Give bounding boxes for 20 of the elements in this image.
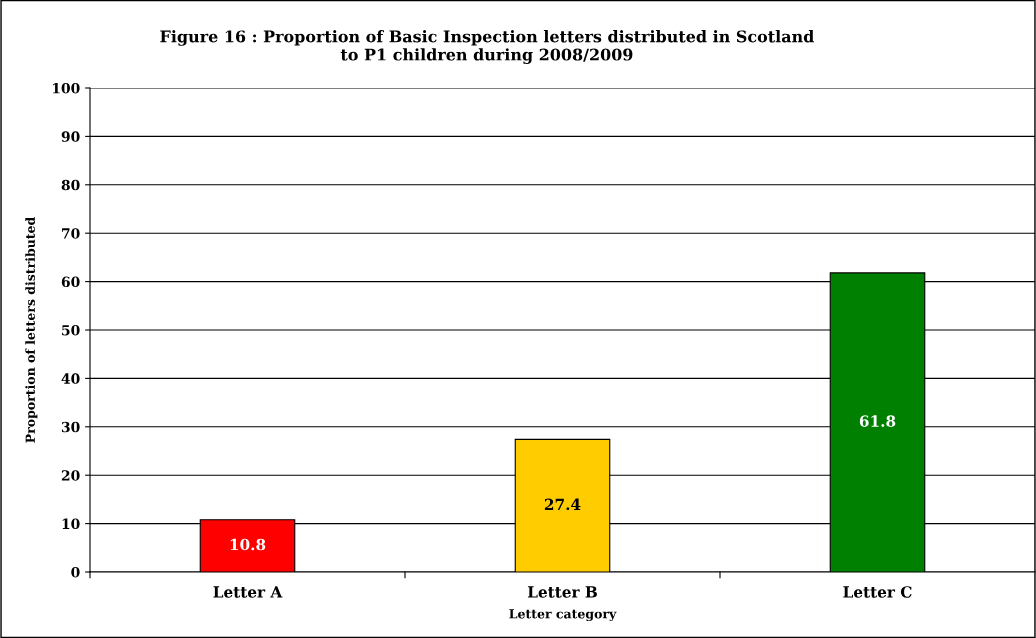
x-tick-label: Letter B [527, 586, 597, 598]
y-tick-label: 10 [62, 518, 80, 530]
y-tick-label: 100 [52, 82, 80, 94]
y-tick-label: 90 [61, 131, 80, 142]
y-tick-label: 80 [61, 179, 80, 191]
y-tick-label: 0 [71, 566, 80, 578]
y-tick-label: 20 [61, 470, 80, 481]
y-tick-label: 50 [62, 324, 80, 336]
data-label: 10.8 [230, 538, 266, 551]
x-tick-label: Letter A [213, 586, 283, 598]
y-tick-label: 60 [61, 276, 80, 288]
y-axis-title: Proportion of letters distributed [25, 217, 38, 443]
x-axis-title: Letter category [509, 609, 617, 622]
y-tick-label: 70 [62, 228, 80, 239]
y-tick-label: 30 [61, 421, 80, 433]
x-tick-label: Letter C [843, 586, 912, 598]
data-label: 27.4 [544, 498, 581, 511]
chart-title: Figure 16 : Proportion of Basic Inspection letters distributed in Scotland to P1 children during 2008/2009 [160, 30, 814, 64]
data-label: 61.8 [859, 415, 896, 427]
y-tick-label: 40 [61, 373, 80, 384]
